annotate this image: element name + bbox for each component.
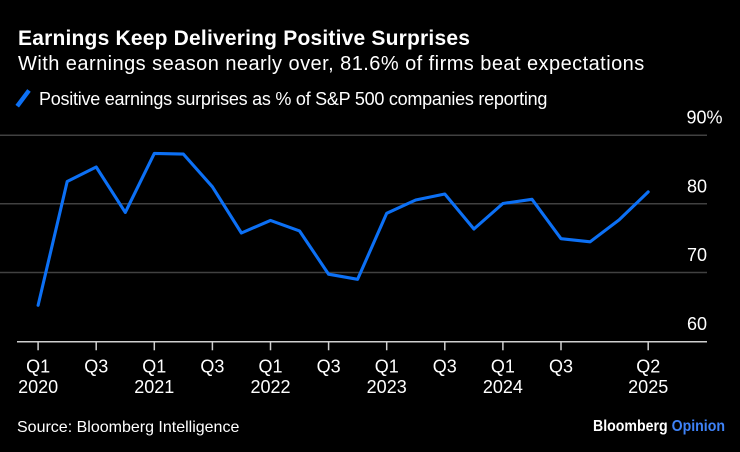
svg-text:Q3: Q3 bbox=[200, 357, 224, 377]
svg-text:2020: 2020 bbox=[18, 377, 58, 397]
svg-text:2023: 2023 bbox=[367, 377, 407, 397]
svg-text:Q1: Q1 bbox=[375, 357, 399, 377]
svg-text:80: 80 bbox=[687, 177, 707, 197]
svg-text:Q3: Q3 bbox=[317, 357, 341, 377]
svg-text:Q3: Q3 bbox=[549, 357, 573, 377]
svg-text:Q2: Q2 bbox=[636, 357, 660, 377]
svg-text:Q1: Q1 bbox=[258, 357, 282, 377]
svg-text:Q1: Q1 bbox=[26, 357, 50, 377]
svg-text:60: 60 bbox=[687, 314, 707, 334]
svg-text:Q1: Q1 bbox=[142, 357, 166, 377]
svg-text:70: 70 bbox=[687, 245, 707, 265]
svg-text:2022: 2022 bbox=[250, 377, 290, 397]
svg-text:2024: 2024 bbox=[483, 377, 523, 397]
svg-text:Q3: Q3 bbox=[84, 357, 108, 377]
svg-text:2025: 2025 bbox=[628, 377, 668, 397]
svg-text:Q1: Q1 bbox=[491, 357, 515, 377]
svg-text:2021: 2021 bbox=[134, 377, 174, 397]
svg-text:90%: 90% bbox=[686, 107, 722, 127]
svg-text:Q3: Q3 bbox=[433, 357, 457, 377]
